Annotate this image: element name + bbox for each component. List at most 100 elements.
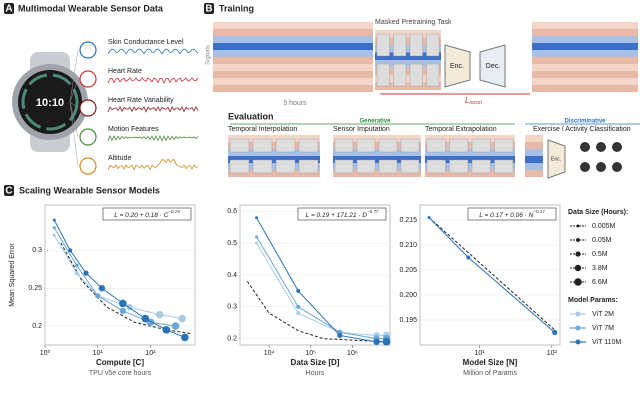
heatmap-row [525,163,543,170]
mask [334,159,354,174]
heatmap-row [213,36,373,43]
data-point [296,311,301,316]
decoder-label: Dec. [486,63,500,70]
x-tick-label: 10⁵ [305,350,316,357]
heatmap-row [228,163,320,170]
formula-main: L = 0.20 + 0.18 · C [114,212,168,219]
heatmap-row [375,67,441,75]
heatmap-row [213,64,373,71]
data-point [255,241,259,245]
mask [275,159,296,174]
formula-main: L = 0.17 + 0.06 · N [479,212,533,219]
data-point [74,263,79,268]
mask [426,63,440,87]
signal-icon [79,70,97,88]
mask [252,159,273,174]
mask [334,138,354,153]
x-axis-sublabel: Million of Params [463,370,517,377]
panel-title: Multimodal Wearable Sensor Data [18,3,164,13]
formula-box [102,207,192,221]
mask [426,138,446,153]
data-point [181,333,189,342]
series-line [53,219,186,338]
y-tick-label: 0.195 [399,317,417,324]
legend-marker [575,339,581,345]
legend-marker [575,325,581,331]
y-tick-label: 0.6 [227,208,237,215]
formula-box [297,207,387,221]
heatmap-row [333,135,421,142]
mask [409,33,423,57]
legend-marker [575,251,581,257]
mask [356,159,376,174]
y-tick-label: 0.200 [399,292,417,299]
task-label: Sensor Imputation [333,126,390,133]
heatmap-row [532,78,638,85]
mask [471,159,491,174]
heatmap-row [213,57,373,64]
mask [494,138,514,153]
legend-title: Data Size (Hours): [568,209,628,216]
data-point [427,216,431,219]
signal-icon [79,41,97,59]
data-point [95,293,101,299]
task-label: Temporal Extrapolation [425,126,497,133]
encoder [547,139,566,179]
heatmap-row [213,43,373,50]
data-point [52,226,56,230]
formula-exponent: −0.74 [168,209,180,214]
heatmap-row [375,60,441,68]
data-point [68,248,73,253]
x-tick-label: 10² [145,350,156,357]
signal-label: Altitude [108,155,131,162]
heatmap-row [228,170,320,177]
heatmap-row [375,52,441,60]
legend-label: 6.6M [592,279,608,286]
legend-label: 3.8M [592,265,608,272]
mask [400,159,420,174]
heatmap-row [532,29,638,36]
mask [376,33,390,57]
series-line [53,227,176,327]
heatmap-row [525,142,543,149]
data-point [552,329,558,336]
heatmap-row [425,142,515,149]
formula: L = 0.17 + 0.06 · N−0.17 [479,209,545,219]
heatmap-row [525,170,543,177]
heatmap-row [213,78,373,85]
data-point [162,326,171,334]
heatmap-row [375,30,441,38]
plot-frame [44,204,196,346]
watch-ring [21,73,79,131]
y-tick-label: 0.2 [227,335,237,342]
heatmap-row [228,156,320,163]
heatmap-row [375,82,441,90]
loss-subscript: recon [469,100,482,106]
generative-label: Generative [359,119,391,125]
mask [378,138,398,153]
data-point [119,307,127,315]
encoder [444,44,471,88]
connector [69,101,79,167]
heatmap-row [532,57,638,64]
legend-marker [576,238,580,242]
duration: 5 hours [283,100,307,107]
heatmap-row [333,156,421,163]
legend-marker [574,278,582,286]
formula-exponent: −0.17 [533,209,545,214]
decoder [479,44,506,88]
activity-icon [596,142,606,152]
loss-label: Lrecon [465,96,482,106]
y-tick-label: 0.5 [227,240,237,247]
connector [69,101,79,109]
heatmap-row [425,149,515,156]
x-axis-label: Compute [C] [96,358,144,367]
heatmap-row [333,163,421,170]
data-point [119,299,127,308]
formula-exponent: −0.77 [367,209,379,214]
watch-time: 10:10 [36,97,64,109]
data-point [296,288,301,293]
signal-icon [79,157,97,175]
mask [252,138,273,153]
